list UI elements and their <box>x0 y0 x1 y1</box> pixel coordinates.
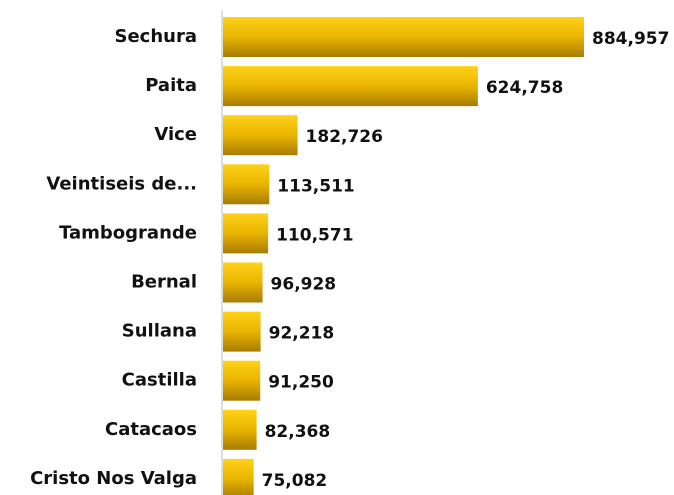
category-label: Sullana <box>122 321 197 342</box>
bar <box>223 115 298 156</box>
category-label: Castilla <box>122 370 197 391</box>
bar <box>223 17 584 57</box>
category-label: Catacaos <box>105 419 197 440</box>
bar <box>223 262 263 303</box>
category-label: Cristo Nos Valga <box>30 468 197 489</box>
bar <box>223 213 269 254</box>
category-label: Tambogrande <box>59 222 197 243</box>
bar <box>223 360 261 401</box>
category-label: Paita <box>145 75 197 96</box>
bar <box>223 164 270 205</box>
category-label: Veintiseis de... <box>46 173 197 194</box>
value-label: 113,511 <box>277 176 354 196</box>
value-label: 92,218 <box>269 324 335 344</box>
value-label: 624,758 <box>486 78 563 98</box>
value-label: 75,082 <box>262 471 328 491</box>
value-label: 96,928 <box>271 275 337 295</box>
bar <box>223 311 261 352</box>
category-label: Sechura <box>115 26 198 47</box>
bar <box>223 66 478 107</box>
value-label: 110,571 <box>276 225 353 245</box>
value-label: 182,726 <box>306 127 383 147</box>
value-label: 82,368 <box>265 422 331 442</box>
bar <box>223 409 257 450</box>
bar <box>223 458 254 495</box>
value-label: 884,957 <box>592 29 669 49</box>
category-label: Bernal <box>131 272 197 293</box>
category-label: Vice <box>154 124 197 145</box>
value-label: 91,250 <box>268 373 334 393</box>
